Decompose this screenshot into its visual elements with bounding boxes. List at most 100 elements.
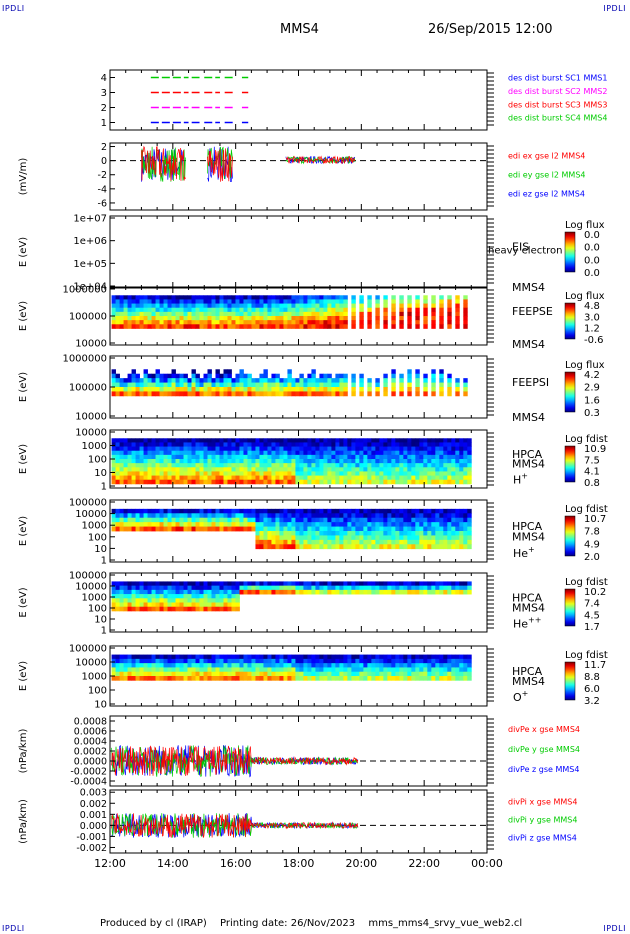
heatmap-cell	[275, 382, 280, 388]
heatmap-cell	[339, 463, 344, 468]
heatmap-cell	[195, 311, 200, 317]
heatmap-cell	[171, 581, 176, 587]
heatmap-cell	[359, 667, 364, 673]
heatmap-cell	[299, 508, 304, 514]
heatmap-cell	[391, 526, 396, 532]
heatmap-cell	[291, 463, 296, 468]
heatmap-cell	[439, 307, 444, 313]
heatmap-cell	[251, 508, 256, 514]
heatmap-cell	[451, 459, 456, 464]
heatmap-cell	[443, 438, 448, 443]
heatmap-cell	[151, 467, 156, 472]
heatmap-cell	[191, 450, 196, 456]
heatmap-cell	[315, 295, 320, 300]
heatmap-cell	[299, 454, 304, 460]
heatmap-cell	[303, 320, 308, 325]
heatmap-cell	[259, 663, 264, 668]
heatmap-cell	[383, 454, 388, 460]
heatmap-cell	[263, 307, 268, 313]
heatmap-cell	[255, 475, 260, 481]
heatmap-cell	[343, 522, 348, 527]
heatmap-cell	[343, 316, 348, 321]
heatmap-cell	[167, 450, 172, 456]
heatmap-cell	[171, 467, 176, 472]
heatmap-cell	[247, 316, 252, 321]
heatmap-cell	[279, 459, 284, 464]
heatmap-cell	[123, 667, 128, 673]
heatmap-cell	[335, 475, 340, 481]
heatmap-cell	[463, 295, 468, 300]
heatmap-cell	[375, 589, 380, 595]
heatmap-cell	[163, 654, 168, 660]
heatmap-cell	[271, 479, 276, 485]
heatmap-cell	[399, 522, 404, 527]
heatmap-cell	[407, 479, 412, 485]
heatmap-cell	[247, 391, 252, 397]
heatmap-cell	[331, 387, 336, 392]
heatmap-cell	[391, 535, 396, 541]
heatmap-cell	[211, 508, 216, 514]
heatmap-cell	[435, 517, 440, 523]
heatmap-cell	[391, 467, 396, 472]
heatmap-cell	[391, 316, 396, 321]
heatmap-cell	[231, 307, 236, 313]
heatmap-cell	[179, 602, 184, 608]
heatmap-cell	[467, 535, 472, 541]
heatmap-cell	[379, 471, 384, 476]
heatmap-cell	[411, 589, 416, 595]
heatmap-cell	[247, 581, 252, 587]
heatmap-cell	[223, 471, 228, 476]
heatmap-cell	[335, 467, 340, 472]
heatmap-cell	[343, 658, 348, 664]
heatmap-cell	[319, 454, 324, 460]
series-trace	[111, 813, 359, 838]
heatmap-cell	[191, 459, 196, 464]
heatmap-cell	[127, 454, 132, 460]
heatmap-cell	[451, 585, 456, 591]
heatmap-cell	[219, 373, 224, 379]
heatmap-cell	[127, 446, 132, 452]
heatmap-cell	[407, 454, 412, 460]
heatmap-cell	[143, 382, 148, 388]
heatmap-cell	[455, 299, 460, 304]
heatmap-cell	[355, 671, 360, 677]
heatmap-cell	[247, 585, 252, 591]
heatmap-cell	[195, 589, 200, 595]
heatmap-cell	[251, 382, 256, 388]
heatmap-cell	[211, 589, 216, 595]
heatmap-cell	[291, 324, 296, 329]
heatmap-cell	[447, 295, 452, 300]
heatmap-cell	[199, 311, 204, 317]
heatmap-cell	[331, 658, 336, 664]
heatmap-cell	[463, 654, 468, 660]
heatmap-cell	[359, 479, 364, 485]
heatmap-cell	[275, 663, 280, 668]
heatmap-cell	[155, 311, 160, 317]
heatmap-cell	[323, 585, 328, 591]
heatmap-cell	[343, 442, 348, 447]
heatmap-cell	[395, 526, 400, 532]
heatmap-cell	[459, 475, 464, 481]
heatmap-cell	[367, 663, 372, 668]
heatmap-cell	[143, 442, 148, 447]
heatmap-cell	[379, 446, 384, 452]
heatmap-cell	[147, 467, 152, 472]
heatmap-cell	[463, 544, 468, 550]
heatmap-cell	[431, 303, 436, 309]
heatmap-cell	[119, 459, 124, 464]
colorbar-tick-label: 0.0	[584, 255, 600, 266]
heatmap-cell	[447, 387, 452, 392]
heatmap-cell	[207, 581, 212, 587]
heatmap-cell	[459, 513, 464, 519]
heatmap-cell	[259, 544, 264, 550]
heatmap-cell	[223, 602, 228, 608]
heatmap-cell	[287, 676, 292, 681]
heatmap-cell	[223, 467, 228, 472]
heatmap-cell	[463, 387, 468, 392]
heatmap-cell	[367, 378, 372, 383]
heatmap-cell	[455, 544, 460, 550]
heatmap-cell	[315, 320, 320, 325]
heatmap-cell	[259, 307, 264, 313]
heatmap-cell	[199, 517, 204, 523]
